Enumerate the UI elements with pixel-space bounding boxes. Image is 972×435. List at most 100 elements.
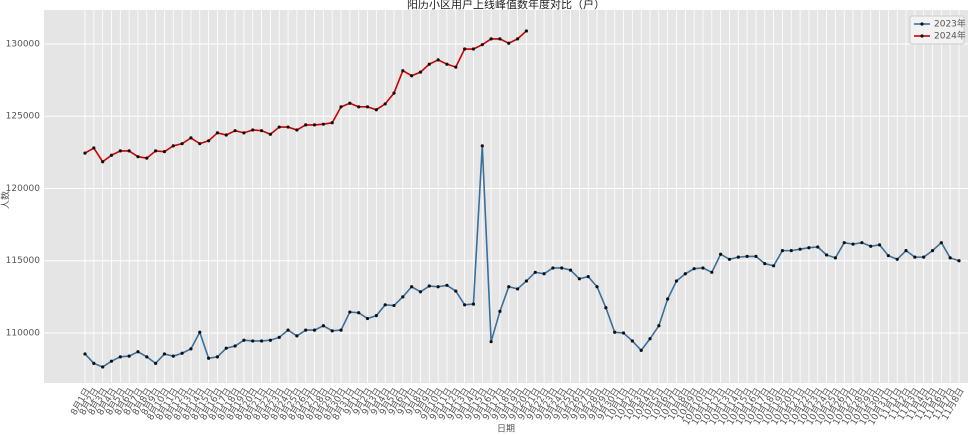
point [913,255,917,259]
point [215,355,220,359]
point [136,350,140,354]
point [745,254,749,259]
point [498,37,502,41]
point [498,309,502,313]
point [401,295,405,299]
point [321,324,325,328]
point [736,255,740,259]
point [189,347,193,351]
point [621,331,626,335]
point [427,62,431,66]
point [948,256,952,260]
point [171,144,175,148]
point [904,249,908,253]
point [154,361,158,365]
point [339,105,343,109]
point [180,142,184,146]
point [259,129,264,133]
y-tick-label: 130000 [6,39,41,49]
point [463,303,467,307]
point [436,58,440,62]
point [118,355,122,359]
point [489,340,493,344]
point [127,149,131,153]
legend-marker [920,22,924,26]
point [304,123,308,127]
point [304,328,308,332]
point [533,270,537,274]
point [939,241,943,245]
point [957,259,961,263]
point [480,43,484,47]
point [277,335,281,339]
point [833,256,838,260]
point [648,337,652,341]
point [754,254,758,259]
y-tick-label: 120000 [6,184,41,194]
point [789,249,793,253]
point [268,338,272,342]
point [83,151,87,155]
point [392,303,396,308]
point [807,246,811,250]
point [259,339,264,343]
point [674,279,679,283]
point [727,257,732,261]
point [930,249,935,253]
point [515,287,520,291]
y-tick-label: 115000 [6,256,41,266]
plot-area [44,10,968,383]
point [365,105,370,109]
point [798,247,802,251]
point [410,285,414,289]
point [604,306,608,310]
x-axis-label: 日期 [497,424,515,435]
point [101,365,105,369]
point [321,122,325,126]
point [330,121,334,125]
point [524,279,529,283]
point [524,29,529,33]
point [701,266,705,270]
point [357,311,361,315]
point [772,264,776,268]
point [613,330,617,334]
point [507,41,511,45]
point [215,131,220,135]
point [348,310,352,314]
point [242,338,246,342]
point [251,128,255,132]
point [145,355,149,359]
point [268,132,272,136]
point [295,334,299,338]
point [657,324,661,328]
legend-label: 2024年 [934,30,966,42]
point [886,254,890,258]
point [295,128,299,132]
point [136,155,140,159]
point [436,285,440,289]
point [480,144,484,148]
point [595,285,599,289]
point [780,249,785,253]
point [445,62,449,66]
chart-title: 阳历小区用户上线峰值数年度对比（户） [407,0,605,11]
point [463,47,467,51]
point [427,284,431,288]
point [206,356,211,360]
point [224,133,228,137]
point [109,359,114,363]
point [145,156,149,160]
point [198,330,202,334]
point [816,245,820,249]
point [171,354,175,358]
point [922,255,926,259]
point [330,329,334,333]
point [109,153,114,157]
point [348,101,352,105]
point [860,241,864,245]
series-line [84,145,960,368]
point [206,139,211,143]
